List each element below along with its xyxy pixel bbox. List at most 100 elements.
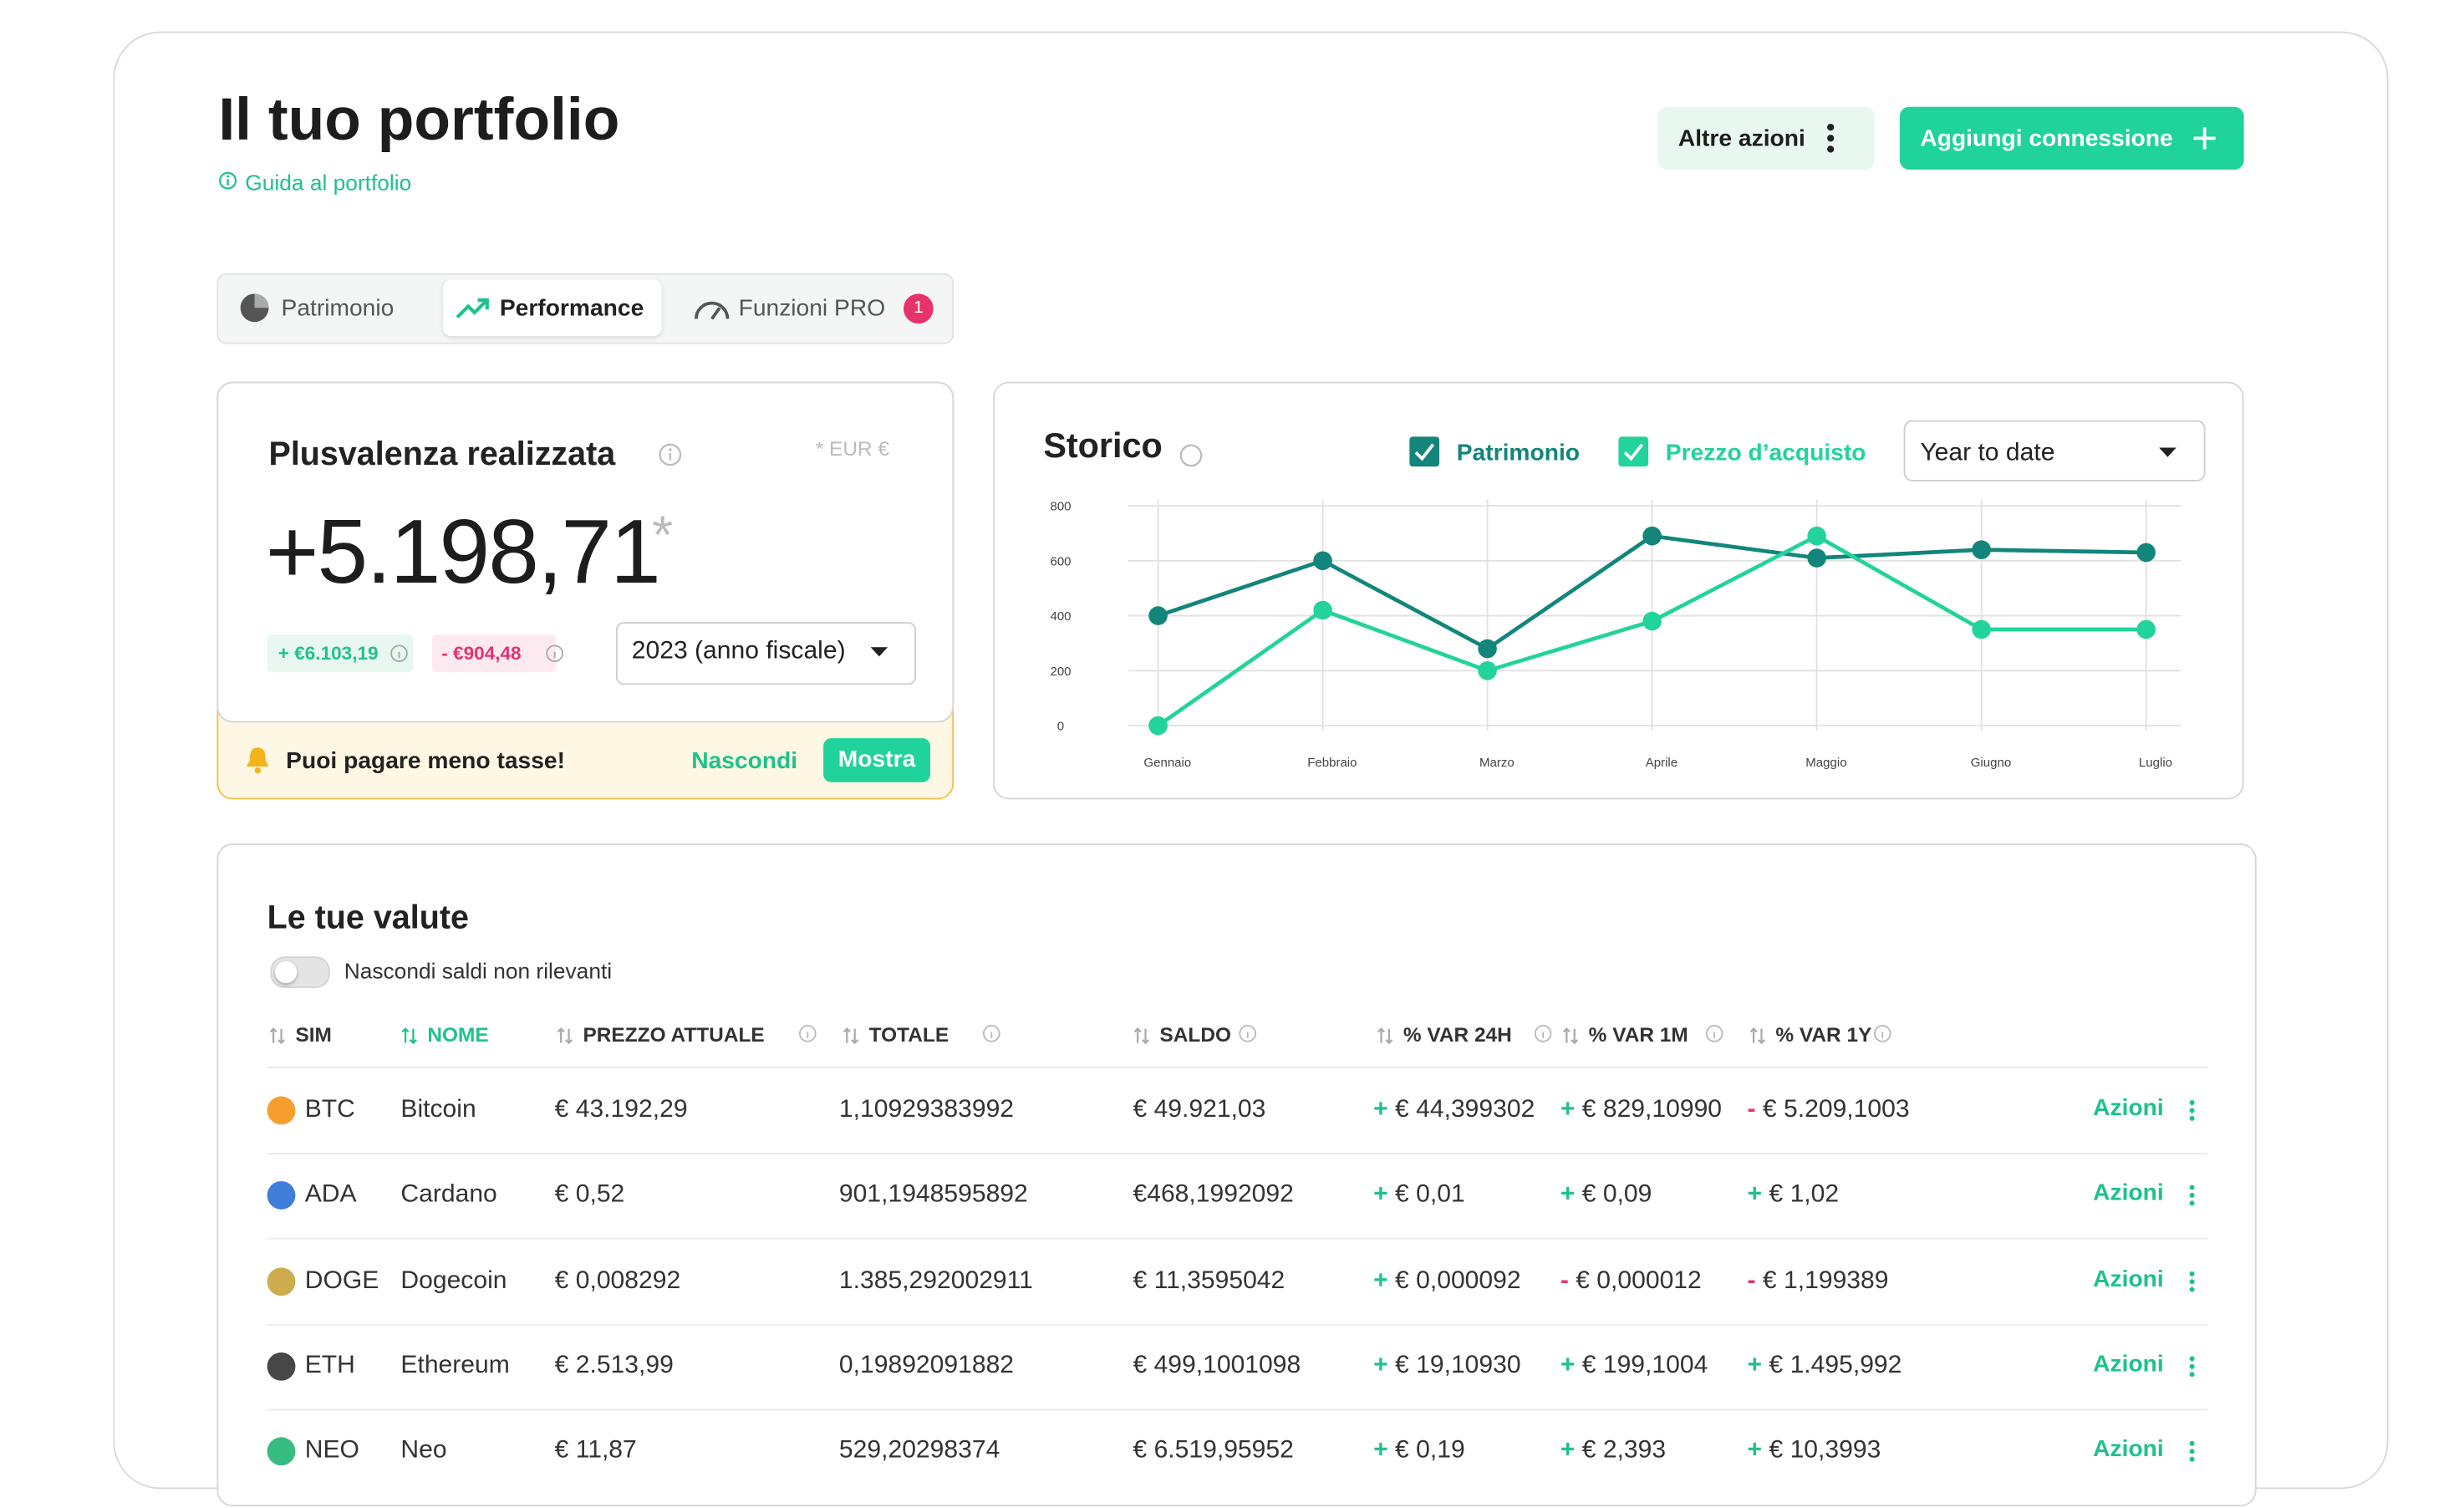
tab[interactable]: Patrimonio [281,295,395,323]
more-actions-button[interactable]: Altre azioni [1657,106,1875,170]
table-cell: € 49.921,03 [1133,1096,1266,1123]
info-icon-wrap [982,1022,1001,1051]
coin-icon [267,1352,296,1381]
row-action[interactable]: Azioni [2093,1265,2164,1292]
kebab-icon [2189,1271,2195,1291]
row-menu[interactable] [2189,1440,2196,1470]
row-action[interactable]: Azioni [2093,1350,2164,1378]
sort-icon [1749,1027,1766,1045]
table-cell: + € 10,3993 [1747,1437,1881,1465]
table-cell: € 499,1001098 [1133,1352,1301,1379]
data-point [1642,611,1662,631]
guide-link[interactable]: Guida al portfolio [245,169,412,195]
period-label: 2023 (anno fiscale) [631,637,846,665]
row-divider [267,1323,2208,1326]
table-cell: + € 1.495,992 [1747,1352,1902,1379]
info-icon [1239,1025,1257,1042]
show-button[interactable]: Mostra [823,738,930,782]
table-cell: Bitcoin [400,1096,476,1123]
period-select[interactable] [615,622,917,685]
chart-title: Storico [1043,426,1162,465]
bell-icon [247,747,269,774]
kebab-icon [2189,1441,2195,1462]
y-tick-label: 200 [1050,665,1071,679]
caret [870,647,888,657]
legend-checkbox[interactable] [1618,436,1649,467]
data-point [1478,661,1497,680]
column-header[interactable]: NOME [427,1022,489,1047]
table-cell: 0,19892091882 [838,1352,1015,1379]
x-tick-label: Aprile [1646,756,1677,770]
row-menu[interactable] [2189,1355,2196,1385]
column-header[interactable]: PREZZO ATTUALE [583,1022,765,1047]
sort-icon-wrap [1749,1024,1766,1052]
coin-icon [267,1266,296,1296]
card-title: Le tue valute [267,899,469,936]
column-header[interactable]: % VAR 24H [1403,1022,1512,1047]
table-cell: €468,1992092 [1133,1181,1294,1209]
info-icon-wrap [1534,1022,1553,1051]
range-select[interactable] [1903,420,2206,481]
row-menu[interactable] [2189,1270,2196,1300]
row-menu[interactable] [2189,1099,2196,1129]
table-cell: + € 829,10990 [1560,1096,1723,1123]
add-connection-button[interactable]: Aggiungi connessione [1899,106,2244,170]
row-action[interactable]: Azioni [2093,1094,2164,1122]
table-cell: € 2.513,99 [554,1352,674,1379]
info-icon-wrap [1705,1022,1724,1051]
info-icon [1179,444,1203,467]
tab[interactable]: Funzioni PRO [738,295,886,323]
table-cell: - € 0,000012 [1560,1266,1702,1294]
column-header[interactable]: SIM [295,1022,332,1047]
table-cell: € 6.519,95952 [1133,1437,1294,1465]
pie-icon [240,293,269,323]
sort-icon-wrap [843,1024,860,1052]
table-cell: Neo [400,1437,447,1465]
info-icon [1873,1025,1891,1042]
x-tick-label: Giugno [1971,756,2011,770]
coin-icon [267,1181,296,1210]
table-cell: + € 0,19 [1373,1437,1465,1465]
info-icon [798,1025,817,1042]
tab[interactable]: Performance [499,295,644,323]
row-action[interactable]: Azioni [2093,1179,2164,1207]
table-cell: 901,1948595892 [838,1181,1028,1209]
table-cell: + € 0,09 [1560,1181,1652,1209]
info-icon-wrap [1873,1022,1892,1051]
data-point [1478,639,1497,659]
hide-button[interactable]: Nascondi [691,747,798,775]
sort-icon-wrap [400,1024,418,1052]
column-header[interactable]: % VAR 1M [1588,1022,1688,1047]
y-tick-label: 800 [1050,500,1071,514]
column-header[interactable]: TOTALE [868,1022,949,1047]
caret [2159,447,2176,457]
table-cell: + € 0,000092 [1373,1266,1521,1294]
table-cell: + € 2,393 [1560,1437,1667,1465]
sort-icon [1562,1027,1579,1045]
row-action[interactable]: Azioni [2093,1435,2164,1463]
table-cell: DOGE [304,1266,379,1294]
header-divider [267,1066,2208,1068]
table-cell: ADA [304,1181,357,1209]
card-title: Plusvalenza realizzata [268,436,616,473]
legend-checkbox[interactable] [1409,436,1440,467]
info-icon [659,443,682,466]
table-cell: - € 5.209,1003 [1747,1096,1910,1123]
table-cell: € 11,87 [554,1437,637,1465]
sort-icon-wrap [1377,1024,1394,1052]
y-tick-label: 600 [1050,554,1071,568]
column-header[interactable]: SALDO [1159,1022,1231,1047]
sort-icon-wrap [557,1024,574,1052]
data-point [1807,526,1826,546]
row-menu[interactable] [2189,1184,2196,1215]
gain-value: +5.198,71 [265,501,661,604]
table-cell: 1.385,292002911 [838,1266,1033,1294]
range-label: Year to date [1920,439,2054,466]
coin-icon [267,1437,296,1466]
info-icon [390,644,408,662]
info-icon [219,171,237,190]
x-tick-label: Gennaio [1143,756,1191,770]
sort-icon [1133,1027,1150,1045]
column-header[interactable]: % VAR 1Y [1775,1022,1872,1047]
sort-icon [401,1027,417,1045]
